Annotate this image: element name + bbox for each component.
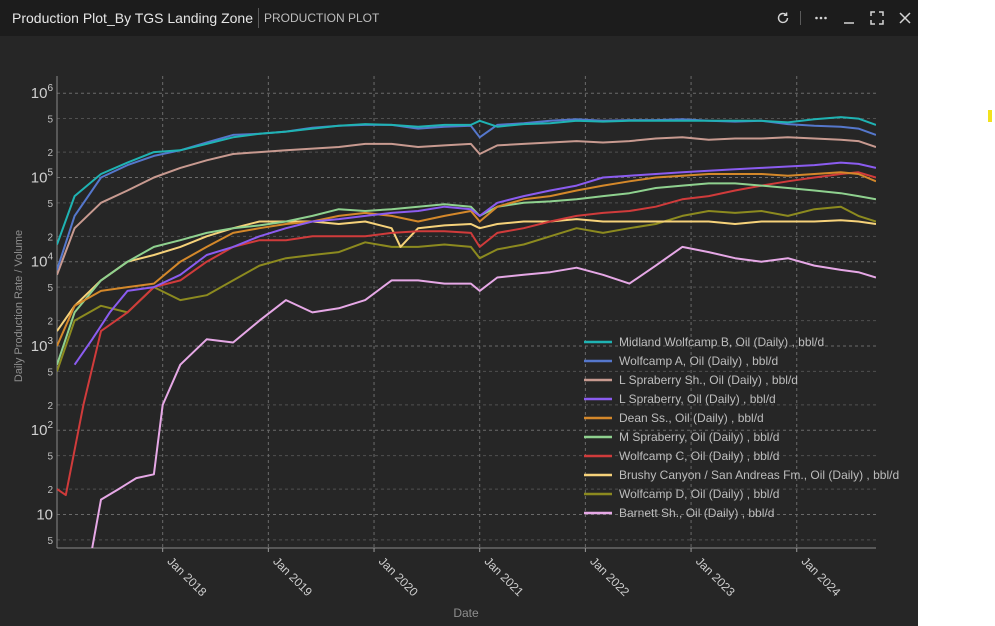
legend-entry: L Spraberry, Oil (Daily) , bbl/d (619, 392, 776, 406)
refresh-icon[interactable] (772, 7, 794, 29)
y-minor-tick-label: 2 (47, 317, 53, 328)
toolbar-divider (800, 11, 801, 25)
production-plot-panel: Production Plot_By TGS Landing Zone PROD… (0, 0, 918, 626)
series-lines (57, 116, 876, 548)
x-axis-label: Date (453, 606, 479, 620)
y-minor-tick-label: 5 (47, 199, 53, 210)
series-line (57, 218, 876, 332)
series-line (57, 171, 876, 347)
y-minor-tick-label: 2 (47, 485, 53, 496)
window-subtitle: PRODUCTION PLOT (264, 11, 380, 25)
title-divider (258, 8, 259, 28)
y-minor-tick-label: 5 (47, 536, 53, 547)
chart-background (0, 36, 918, 626)
minimize-icon[interactable] (838, 7, 860, 29)
series-line (91, 245, 876, 548)
y-minor-tick-label: 5 (47, 115, 53, 126)
highlight-marker (988, 110, 992, 122)
legend-entry: Dean Ss., Oil (Daily) , bbl/d (619, 411, 764, 425)
y-minor-tick-label: 5 (47, 452, 53, 463)
legend: Midland Wolfcamp B, Oil (Daily) , bbl/d W… (584, 335, 899, 520)
legend-entry: Brushy Canyon / San Andreas Fm., Oil (Da… (619, 468, 899, 482)
y-minor-tick-label: 2 (47, 148, 53, 159)
series-line (73, 161, 876, 366)
close-icon[interactable] (894, 7, 916, 29)
y-minor-tick-label: 2 (47, 232, 53, 243)
legend-entry: Wolfcamp D, Oil (Daily) , bbl/d (619, 487, 779, 501)
y-minor-tick-label: 2 (47, 401, 53, 412)
series-line (57, 171, 876, 497)
y-minor-tick-label: 5 (47, 367, 53, 378)
legend-entry: Wolfcamp A, Oil (Daily) , bbl/d (619, 354, 778, 368)
legend-entry: Barnett Sh., Oil (Daily) , bbl/d (619, 506, 774, 520)
window-title: Production Plot_By TGS Landing Zone (12, 10, 254, 26)
series-line (57, 116, 876, 245)
legend-entry: Midland Wolfcamp B, Oil (Daily) , bbl/d (619, 335, 824, 349)
more-icon[interactable] (810, 7, 832, 29)
title-bar: Production Plot_By TGS Landing Zone PROD… (0, 0, 918, 36)
y-tick-label: 10 (36, 506, 53, 523)
series-line (57, 136, 876, 276)
maximize-icon[interactable] (866, 7, 888, 29)
series-line (57, 205, 876, 372)
y-minor-tick-label: 5 (47, 283, 53, 294)
legend-entry: Wolfcamp C, Oil (Daily) , bbl/d (619, 449, 779, 463)
y-axis-label: Daily Production Rate / Volume (13, 230, 25, 382)
legend-entry: L Spraberry Sh., Oil (Daily) , bbl/d (619, 373, 798, 387)
legend-entry: M Spraberry, Oil (Daily) , bbl/d (619, 430, 779, 444)
